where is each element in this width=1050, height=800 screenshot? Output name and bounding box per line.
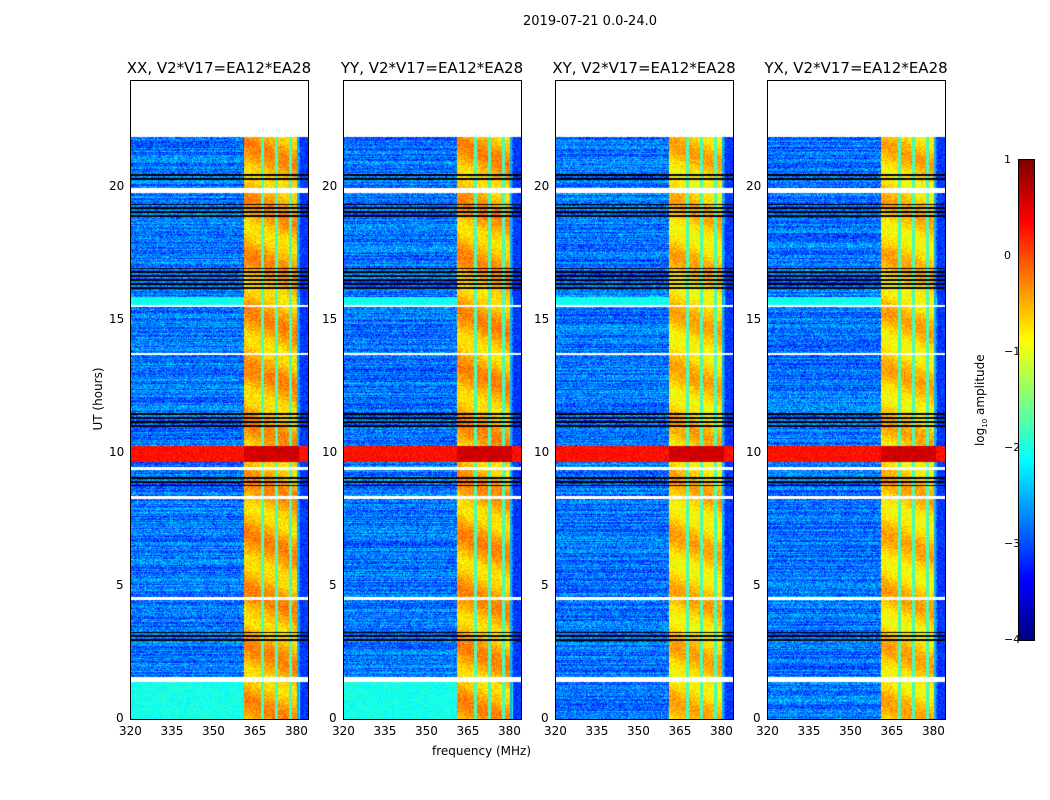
y-tick-label: 10 [534,445,550,460]
colorbar-tick-label: −4 [1004,633,1021,646]
y-tick-label: 20 [109,179,125,194]
colorbar-tick-label: −2 [1004,441,1021,454]
y-tick-label: 0 [541,711,549,725]
y-tick-label: 20 [746,179,762,194]
y-tick-label: 10 [109,445,125,460]
spectrogram-panel [767,80,946,720]
heatmap-image [131,81,308,719]
heatmap-image [768,81,945,719]
x-tick-label: 320 [119,724,142,738]
x-tick-label: 320 [332,724,355,738]
y-tick-label: 0 [116,711,124,725]
x-tick-label: 350 [201,724,225,738]
colorbar [1018,159,1035,641]
y-tick-label: 15 [109,312,125,327]
colorbar-label-tail: amplitude [972,354,987,419]
x-tick-label: 335 [585,724,609,738]
x-tick-label: 350 [838,724,862,738]
x-tick-label: 365 [456,724,480,738]
x-tick-label: 350 [414,724,438,738]
colorbar-tick-label: −3 [1004,537,1021,550]
y-tick-label: 20 [322,179,338,194]
x-tick-label: 380 [921,724,945,738]
y-axis-label: UT (hours) [91,367,105,431]
y-tick-label: 15 [534,312,550,327]
y-tick-label: 20 [534,179,550,194]
y-tick-label: 5 [541,578,549,593]
y-tick-label: 5 [116,578,124,593]
x-tick-label: 350 [626,724,650,738]
heatmap-image [556,81,733,719]
y-tick-label: 0 [753,711,761,725]
colorbar-tick-label: 0 [1004,249,1011,262]
x-tick-label: 365 [243,724,267,738]
y-tick-label: 10 [322,445,338,460]
spectrogram-panel [130,80,309,720]
y-tick-label: 15 [322,312,338,327]
panel-title: YY, V2*V17=EA12*EA28 [340,59,524,77]
x-axis-label: frequency (MHz) [432,744,532,758]
spectrogram-panel [555,80,734,720]
panel-title: YX, V2*V17=EA12*EA28 [764,59,948,77]
y-tick-label: 5 [753,578,761,593]
heatmap-image [344,81,521,719]
colorbar-label-main: log [972,427,987,447]
panel-title: XX, V2*V17=EA12*EA28 [126,59,312,77]
panel-title: XY, V2*V17=EA12*EA28 [552,59,736,77]
colorbar-tick-label: −1 [1004,345,1021,358]
spectrogram-panel [343,80,522,720]
y-tick-label: 5 [329,578,337,593]
y-tick-label: 0 [329,711,337,725]
x-tick-label: 335 [373,724,397,738]
x-tick-label: 320 [544,724,567,738]
x-tick-label: 365 [880,724,904,738]
colorbar-label-sub: 10 [981,418,990,428]
colorbar-tick-label: 1 [1004,153,1011,166]
x-tick-label: 380 [497,724,521,738]
y-tick-label: 10 [746,445,762,460]
x-tick-label: 335 [160,724,184,738]
x-tick-label: 335 [797,724,821,738]
x-tick-label: 365 [668,724,692,738]
x-tick-label: 380 [709,724,733,738]
figure-title: 2019-07-21 0.0-24.0 [523,14,657,29]
y-tick-label: 15 [746,312,762,327]
x-tick-label: 320 [756,724,779,738]
x-tick-label: 380 [284,724,308,738]
colorbar-label: log10 amplitude [973,345,989,455]
